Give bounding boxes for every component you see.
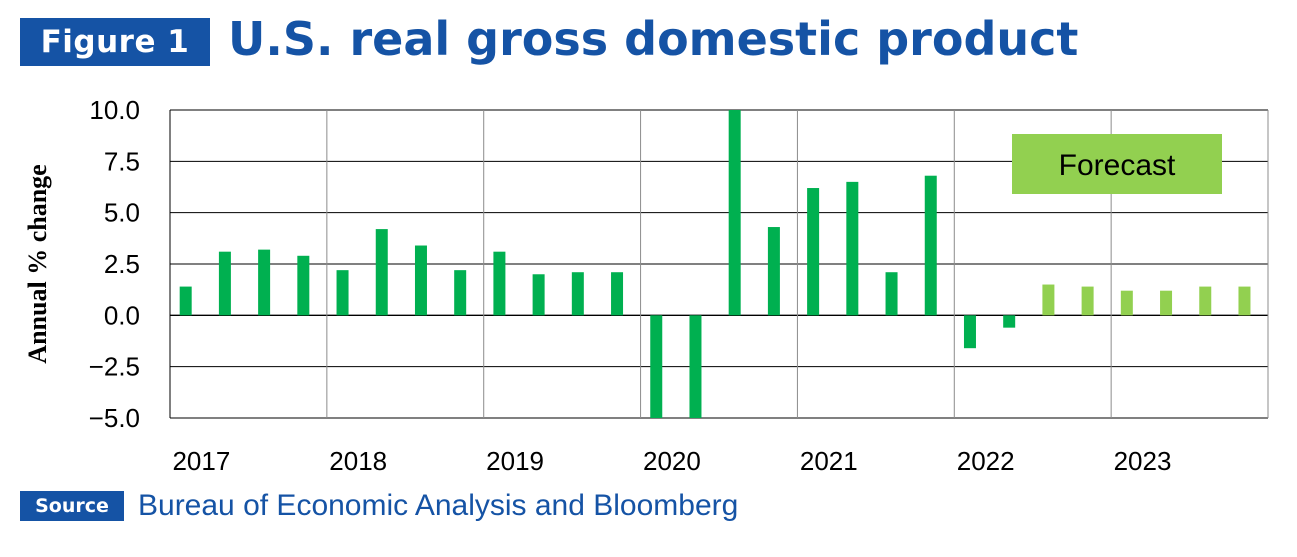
bar-2020-q4 [767,227,780,316]
bar-2023-q3 [1199,286,1212,316]
bar-2023-q4 [1238,286,1251,316]
y-tick-label: 7.5 [104,146,140,176]
bar-2020-q2 [689,315,702,418]
bar-2019-q1 [493,251,506,316]
x-year-label: 2020 [643,446,701,476]
y-axis-label: Annual % change [23,164,52,363]
y-tick-label: 0.0 [104,300,140,330]
x-year-label: 2022 [957,446,1015,476]
bar-2018-q3 [414,245,427,316]
forecast-annotation-box [1012,134,1222,194]
bar-2023-q2 [1160,290,1173,316]
x-year-label: 2019 [486,446,544,476]
bar-2022-q2 [1003,315,1016,328]
bar-2021-q3 [885,272,898,316]
y-tick-label: −5.0 [89,403,140,433]
bar-2019-q3 [571,272,584,316]
bar-2022-q1 [963,315,976,349]
bar-2017-q1 [179,286,192,316]
forecast-annotation-label: Forecast [1059,149,1176,182]
x-year-label: 2018 [329,446,387,476]
bar-2018-q1 [336,270,349,316]
x-year-label: 2021 [800,446,858,476]
bar-2020-q3 [728,110,741,316]
bar-2021-q4 [924,175,937,316]
x-year-label: 2023 [1114,446,1172,476]
bar-2022-q3 [1042,284,1055,316]
source-text: Bureau of Economic Analysis and Bloomber… [138,489,739,522]
bar-2017-q3 [258,249,271,316]
bar-2022-q4 [1081,286,1094,316]
bar-2020-q1 [650,315,663,418]
y-tick-label: 2.5 [104,249,140,279]
bar-2019-q2 [532,274,545,316]
source-label: Source [20,491,124,521]
chart-title: U.S. real gross domestic product [228,12,1079,66]
bar-2023-q1 [1120,290,1133,316]
y-tick-label: 10.0 [89,95,140,125]
y-tick-label: 5.0 [104,198,140,228]
bar-2017-q2 [218,251,231,316]
bar-2019-q4 [611,272,624,316]
bar-2021-q2 [846,181,859,316]
bar-2018-q4 [454,270,467,316]
gdp-bar-chart: 10.0 7.5 5.0 2.5 0.0 −2.5 −5.0 Annual % change 2… [23,95,1269,476]
x-year-label: 2017 [172,446,230,476]
figure-label: Figure 1 [20,18,210,66]
bar-2021-q1 [807,188,820,316]
bar-2018-q2 [375,229,388,316]
bar-2017-q4 [297,255,310,316]
y-tick-label: −2.5 [89,352,140,382]
